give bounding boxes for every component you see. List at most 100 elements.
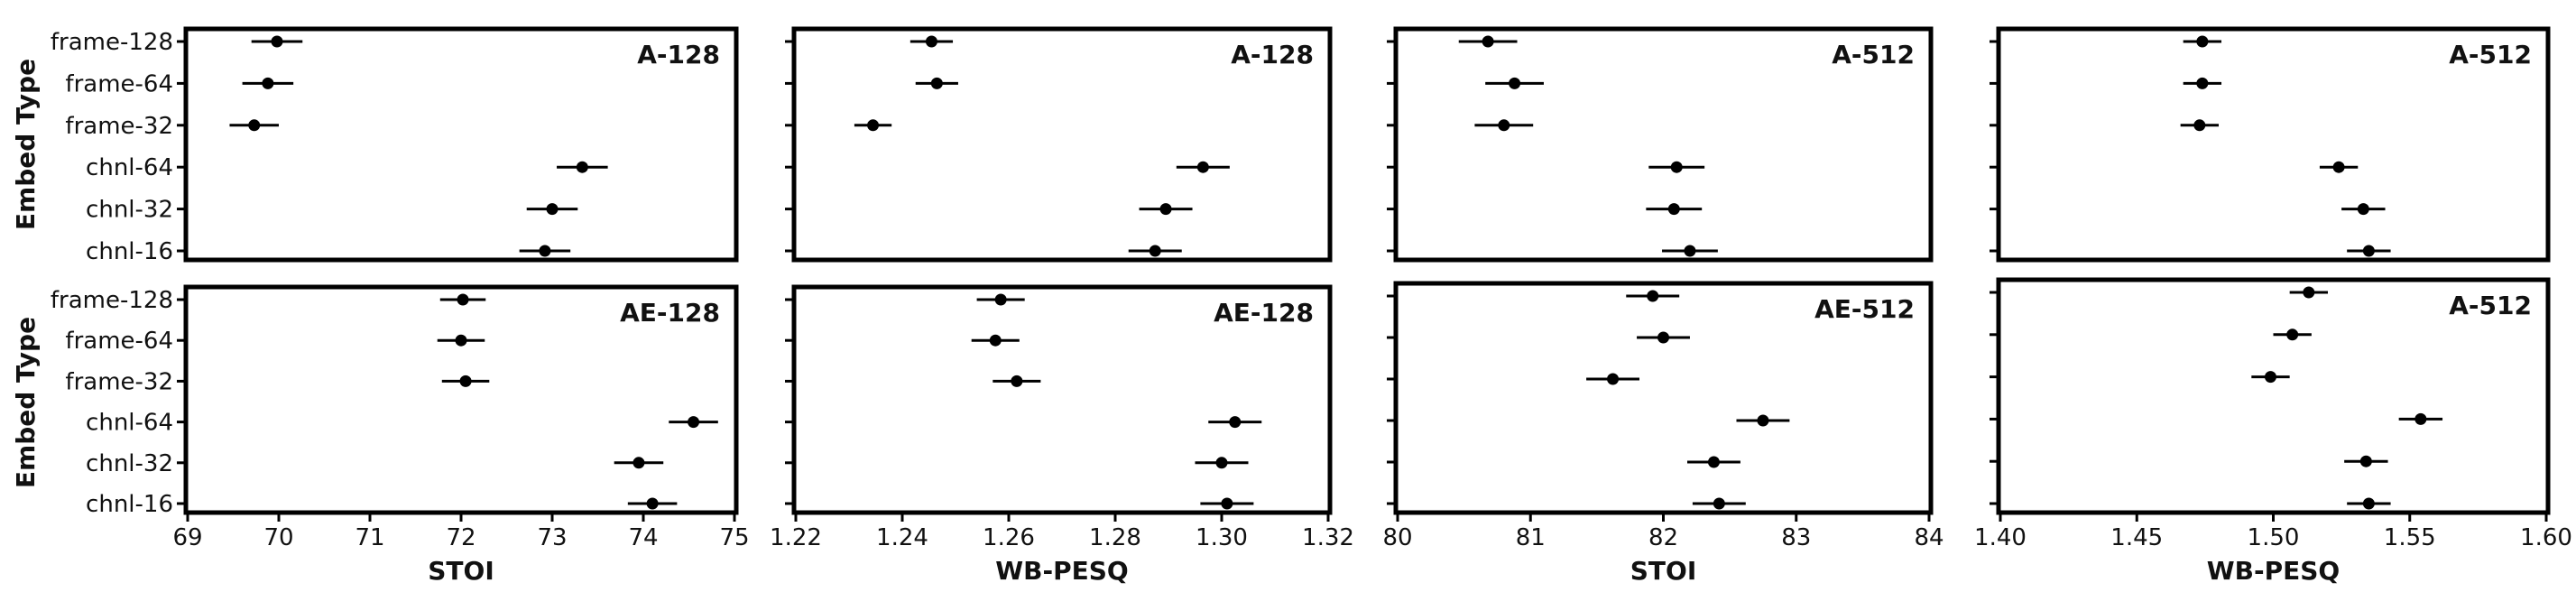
panel-7-x-tick-label-2: 81	[1516, 524, 1546, 551]
panel-7-point-6	[1713, 497, 1725, 510]
panel-7-title: AE-512	[1814, 294, 1915, 324]
panel-8-x-tick-label-3: 1.50	[2248, 524, 2300, 551]
panel-5-x-tick-label-6: 74	[628, 524, 658, 551]
panel-5-y-tick-label-5: chnl-32	[86, 450, 173, 477]
panel-3-point-4	[1670, 161, 1683, 173]
y-axis-label-bottom-row: Embed Type	[11, 317, 41, 488]
panel-6-x-tick-label-4: 1.28	[1089, 524, 1141, 551]
panel-1-point-1	[271, 35, 283, 48]
panel-2-point-5	[1159, 203, 1172, 216]
panel-7-x-tick-label-5: 84	[1914, 524, 1944, 551]
panel-8-point-1	[2303, 286, 2315, 299]
panel-3: A-512	[1387, 26, 1934, 263]
panel-1-point-4	[576, 161, 588, 173]
panel-3-point-3	[1498, 119, 1510, 132]
panel-1-y-tick-label-3: frame-32	[65, 113, 173, 140]
panel-5-point-1	[457, 293, 469, 306]
panel-1-point-6	[539, 245, 551, 257]
panel-6-point-6	[1221, 497, 1233, 510]
panel-3-point-2	[1509, 77, 1521, 89]
panel-6-point-3	[1011, 375, 1023, 387]
panel-5-y-tick-label-6: chnl-16	[86, 491, 173, 518]
panel-6-x-tick-label-2: 1.24	[876, 524, 928, 551]
panel-2: A-128	[785, 26, 1333, 263]
panel-5-x-tick-label-2: 70	[263, 524, 293, 551]
panel-7-x-tick-label-4: 83	[1781, 524, 1811, 551]
panel-7-point-1	[1647, 290, 1659, 302]
panel-5-point-3	[459, 375, 472, 387]
panel-4-point-3	[2193, 119, 2206, 132]
panel-1-point-3	[248, 119, 261, 132]
panel-4-title: A-512	[2449, 40, 2532, 69]
row-labels: Embed Type Embed Type	[11, 59, 41, 488]
panel-6-x-tick-label-1: 1.22	[770, 524, 822, 551]
panel-1-y-tick-label-6: chnl-16	[86, 238, 173, 265]
panel-3-title: A-512	[1832, 40, 1915, 69]
panel-1-y-tick-label-1: frame-128	[51, 29, 173, 56]
panel-6-point-5	[1215, 457, 1228, 469]
panel-6-point-1	[994, 293, 1007, 306]
panel-6-point-4	[1229, 416, 1242, 429]
panel-7-point-4	[1757, 414, 1769, 427]
panel-7-point-2	[1657, 331, 1669, 344]
panel-6-point-2	[989, 334, 1002, 347]
panel-4-frame	[1996, 26, 2551, 263]
panel-8-x-tick-label-4: 1.55	[2384, 524, 2436, 551]
panel-5-point-4	[688, 416, 700, 429]
panel-2-point-4	[1196, 161, 1209, 173]
panel-1-title: A-128	[637, 40, 720, 69]
panel-8-point-6	[2362, 497, 2375, 510]
panel-4: A-512	[1990, 26, 2551, 263]
panel-5-y-tick-label-2: frame-64	[65, 328, 173, 355]
panel-6-x-tick-label-6: 1.32	[1302, 524, 1354, 551]
panel-4-point-1	[2196, 35, 2209, 48]
panel-5-title: AE-128	[620, 298, 720, 328]
panel-2-point-2	[930, 77, 943, 89]
panel-8-point-3	[2264, 371, 2276, 384]
panel-8-x-tick-label-2: 1.45	[2110, 524, 2163, 551]
panel-8-point-2	[2286, 328, 2299, 341]
panel-5-x-tick-label-3: 71	[355, 524, 384, 551]
panel-8-title: A-512	[2449, 291, 2532, 320]
panel-5: AE-128 frame-128 frame-64 frame-32 chnl-64 ch…	[51, 284, 750, 586]
panel-2-point-6	[1149, 245, 1161, 257]
panel-4-point-4	[2332, 161, 2345, 173]
panel-5-x-tick-label-5: 73	[537, 524, 567, 551]
panel-7: AE-512 80 81 82 83 84 STOI	[1382, 281, 1944, 586]
panel-2-frame	[791, 26, 1333, 263]
panel-3-point-5	[1667, 203, 1680, 216]
y-axis-label-top-row: Embed Type	[11, 59, 41, 230]
panel-4-point-5	[2357, 203, 2369, 216]
panel-1-point-2	[262, 77, 274, 89]
panel-1-y-tick-label-5: chnl-32	[86, 197, 173, 224]
panel-7-point-3	[1607, 373, 1620, 385]
panel-7-x-axis-label: STOI	[1630, 556, 1697, 586]
panel-1: A-128 frame-128 frame-64 frame-32 chnl-64 chn…	[51, 26, 739, 265]
panel-8-point-4	[2414, 412, 2427, 425]
panel-8-x-tick-label-5: 1.60	[2520, 524, 2572, 551]
panel-5-point-5	[632, 457, 645, 469]
panel-5-y-tick-label-1: frame-128	[51, 287, 173, 314]
panel-3-frame	[1393, 26, 1934, 263]
panels: A-128 frame-128 frame-64 frame-32 chnl-64 chn…	[51, 26, 2572, 586]
panel-2-title: A-128	[1231, 40, 1314, 69]
panel-5-point-6	[646, 497, 659, 510]
panel-4-point-6	[2362, 245, 2375, 257]
panel-8: A-512 1.40 1.45 1.50 1.55 1.60 WB-PESQ	[1974, 277, 2572, 586]
panel-7-x-tick-label-3: 82	[1648, 524, 1678, 551]
panel-1-y-tick-label-4: chnl-64	[86, 154, 173, 181]
panel-5-x-tick-label-7: 75	[719, 524, 749, 551]
panel-7-point-5	[1707, 456, 1720, 468]
panel-6-x-axis-label: WB-PESQ	[995, 556, 1128, 586]
panel-3-point-1	[1482, 35, 1494, 48]
panel-7-x-tick-label-1: 80	[1382, 524, 1412, 551]
panel-8-x-tick-label-1: 1.40	[1974, 524, 2027, 551]
panel-1-y-tick-label-2: frame-64	[65, 70, 173, 97]
panel-1-point-5	[546, 203, 559, 216]
panel-6-title: AE-128	[1214, 298, 1314, 328]
panel-5-x-tick-label-1: 69	[172, 524, 202, 551]
panel-4-point-2	[2196, 77, 2209, 89]
panel-1-frame	[183, 26, 739, 263]
panel-5-point-2	[455, 334, 467, 347]
